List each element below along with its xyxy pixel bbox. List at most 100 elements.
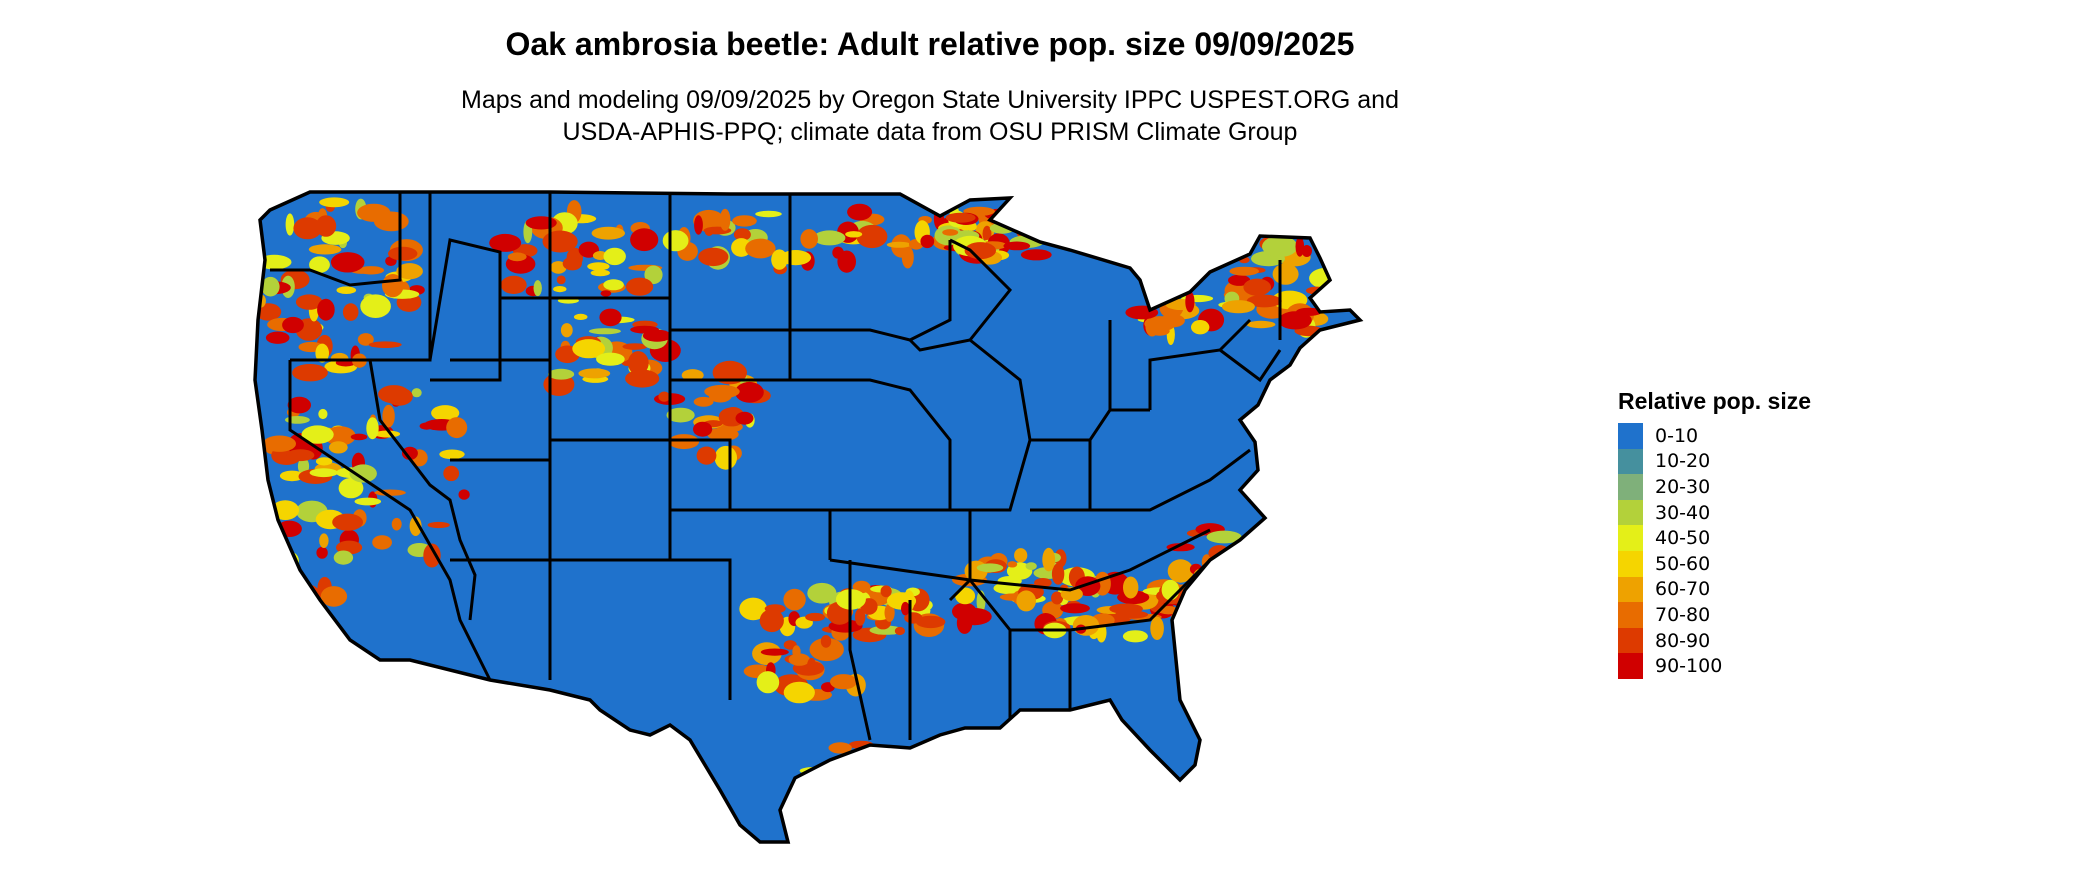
raster-patch	[282, 316, 304, 334]
raster-patch	[735, 411, 754, 425]
raster-patch	[386, 387, 413, 406]
raster-patch	[870, 748, 889, 758]
raster-patch	[845, 231, 863, 238]
raster-patch	[315, 215, 337, 237]
raster-patch	[599, 308, 622, 327]
raster-patch	[813, 230, 846, 246]
raster-patch	[714, 445, 737, 470]
raster-patch	[630, 325, 659, 334]
raster-patch	[1219, 561, 1238, 576]
raster-patch	[832, 246, 844, 259]
raster-patch	[855, 771, 880, 778]
raster-patch	[662, 230, 689, 252]
raster-patch	[783, 588, 806, 611]
raster-patch	[626, 277, 654, 296]
raster-patch	[1013, 212, 1028, 231]
legend-label: 30-40	[1655, 501, 1711, 524]
raster-patch	[880, 585, 892, 598]
raster-patch	[368, 341, 402, 348]
map-title: Oak ambrosia beetle: Adult relative pop.…	[505, 26, 1355, 62]
raster-patch	[1025, 562, 1037, 570]
raster-patch	[318, 408, 328, 420]
legend-swatch	[1618, 627, 1643, 654]
raster-patch	[630, 228, 659, 252]
legend-item: 90-100	[1618, 653, 1811, 679]
raster-patch	[856, 224, 888, 249]
raster-patch	[1048, 220, 1076, 239]
raster-patch	[317, 298, 335, 321]
legend-swatch	[1618, 499, 1643, 526]
raster-patch	[316, 546, 328, 559]
raster-patch	[320, 586, 348, 607]
raster-patch	[920, 234, 935, 249]
raster-patch	[1161, 579, 1180, 601]
raster-patch	[707, 427, 739, 441]
raster-patch	[255, 547, 284, 566]
legend-swatch	[1618, 525, 1643, 551]
legend-swatch	[1618, 550, 1643, 577]
raster-patch	[357, 203, 391, 222]
raster-patch	[295, 294, 323, 310]
raster-patch	[698, 247, 729, 267]
legend-swatch	[1618, 576, 1643, 603]
raster-patch	[1278, 311, 1312, 330]
raster-patch	[833, 791, 861, 810]
legend-item: 0-10	[1618, 423, 1811, 449]
legend-label: 80-90	[1655, 629, 1711, 652]
raster-patch	[458, 489, 470, 500]
legend-item: 30-40	[1618, 499, 1811, 526]
raster-patch	[263, 435, 296, 452]
raster-patch	[783, 640, 797, 650]
raster-patch	[419, 422, 434, 430]
raster-patch	[1228, 274, 1251, 286]
raster-patch	[328, 441, 348, 454]
raster-patch	[696, 446, 717, 465]
raster-patch	[625, 369, 660, 388]
legend-swatch	[1618, 474, 1643, 500]
raster-patch	[759, 609, 784, 633]
raster-patch	[719, 208, 731, 231]
legend-swatch	[1618, 653, 1643, 679]
raster-patch	[1217, 568, 1227, 588]
state-borders	[270, 192, 1282, 741]
raster-patch	[600, 290, 612, 297]
raster-patch	[1003, 241, 1031, 251]
raster-patch	[277, 556, 289, 564]
legend-label: 40-50	[1655, 527, 1711, 550]
raster-patch	[1167, 559, 1194, 583]
raster-patch	[788, 653, 810, 666]
raster-patch	[500, 275, 527, 294]
legend-label: 10-20	[1655, 450, 1711, 473]
legend-items: 0-10 10-20 20-30 30-40 40-50 50-60 60-70 70-80 8…	[1618, 423, 1811, 679]
raster-patch	[847, 203, 873, 221]
raster-patch	[874, 784, 901, 791]
legend-label: 60-70	[1655, 578, 1711, 601]
legend-item: 70-80	[1618, 602, 1811, 628]
raster-patch	[319, 197, 350, 208]
subtitle-line-1: Maps and modeling 09/09/2025 by Oregon S…	[461, 86, 1399, 114]
raster-patch	[409, 516, 422, 536]
raster-patch	[1007, 561, 1018, 568]
raster-patch	[945, 212, 976, 223]
raster-patch	[1042, 547, 1056, 572]
raster-patch	[533, 280, 542, 297]
raster-patch	[820, 806, 840, 828]
raster-patch	[319, 533, 329, 548]
raster-patch	[1230, 560, 1255, 583]
raster-patch	[800, 229, 818, 249]
raster-patch	[1215, 568, 1250, 584]
raster-patch	[553, 286, 567, 293]
raster-patch	[525, 216, 557, 230]
raster-patch	[401, 446, 418, 460]
raster-patch	[1191, 320, 1210, 335]
raster-patch	[694, 215, 703, 235]
raster-patch	[292, 612, 302, 621]
raster-patch	[446, 417, 468, 439]
raster-patch	[894, 626, 906, 636]
raster-patch	[360, 294, 391, 318]
raster-patch	[666, 407, 695, 423]
raster-patch	[573, 313, 588, 320]
raster-patch	[1051, 591, 1064, 605]
raster-patch	[588, 328, 621, 335]
legend-swatch	[1618, 602, 1643, 628]
